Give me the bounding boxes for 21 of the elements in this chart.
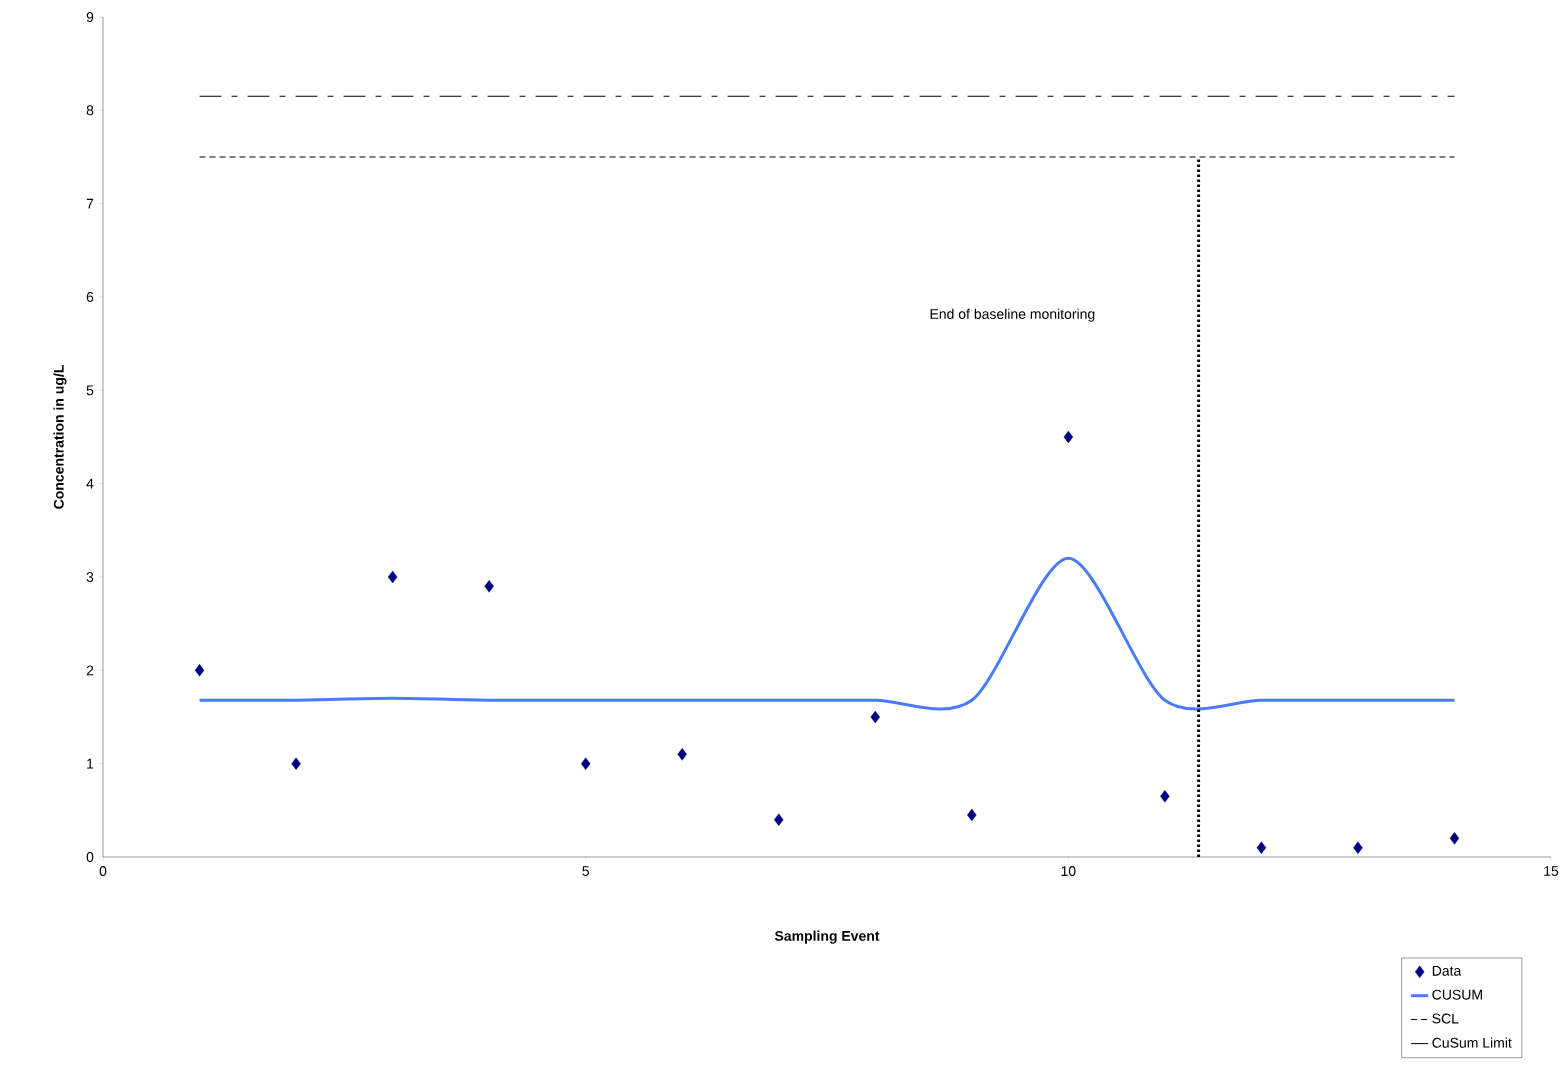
y-tick-label: 0 <box>86 852 94 862</box>
y-tick-label: 3 <box>86 572 94 582</box>
y-tick-label: 7 <box>86 198 94 209</box>
x-axis-title: Sampling Event <box>774 930 880 944</box>
y-tick-label: 6 <box>86 292 94 302</box>
y-tick-label: 4 <box>86 478 94 489</box>
legend-label: CUSUM <box>1432 989 1482 1000</box>
legend-label: Data <box>1432 966 1462 976</box>
x-tick-label: 0 <box>99 866 107 877</box>
y-tick-label: 2 <box>86 665 94 676</box>
x-tick-label: 15 <box>1544 866 1559 876</box>
y-tick-label: 9 <box>86 12 94 22</box>
y-tick-label: 8 <box>86 105 94 116</box>
y-tick-label: 1 <box>87 758 94 769</box>
y-axis-title: Concentration in ug/L <box>53 365 67 509</box>
x-tick-label: 10 <box>1061 866 1076 877</box>
legend-label: CuSum Limit <box>1432 1037 1512 1048</box>
annotation: End of baseline monitoring <box>930 308 1095 322</box>
legend-label: SCL <box>1432 1013 1459 1024</box>
x-tick-label: 5 <box>582 866 589 876</box>
y-tick-label: 5 <box>86 385 94 396</box>
